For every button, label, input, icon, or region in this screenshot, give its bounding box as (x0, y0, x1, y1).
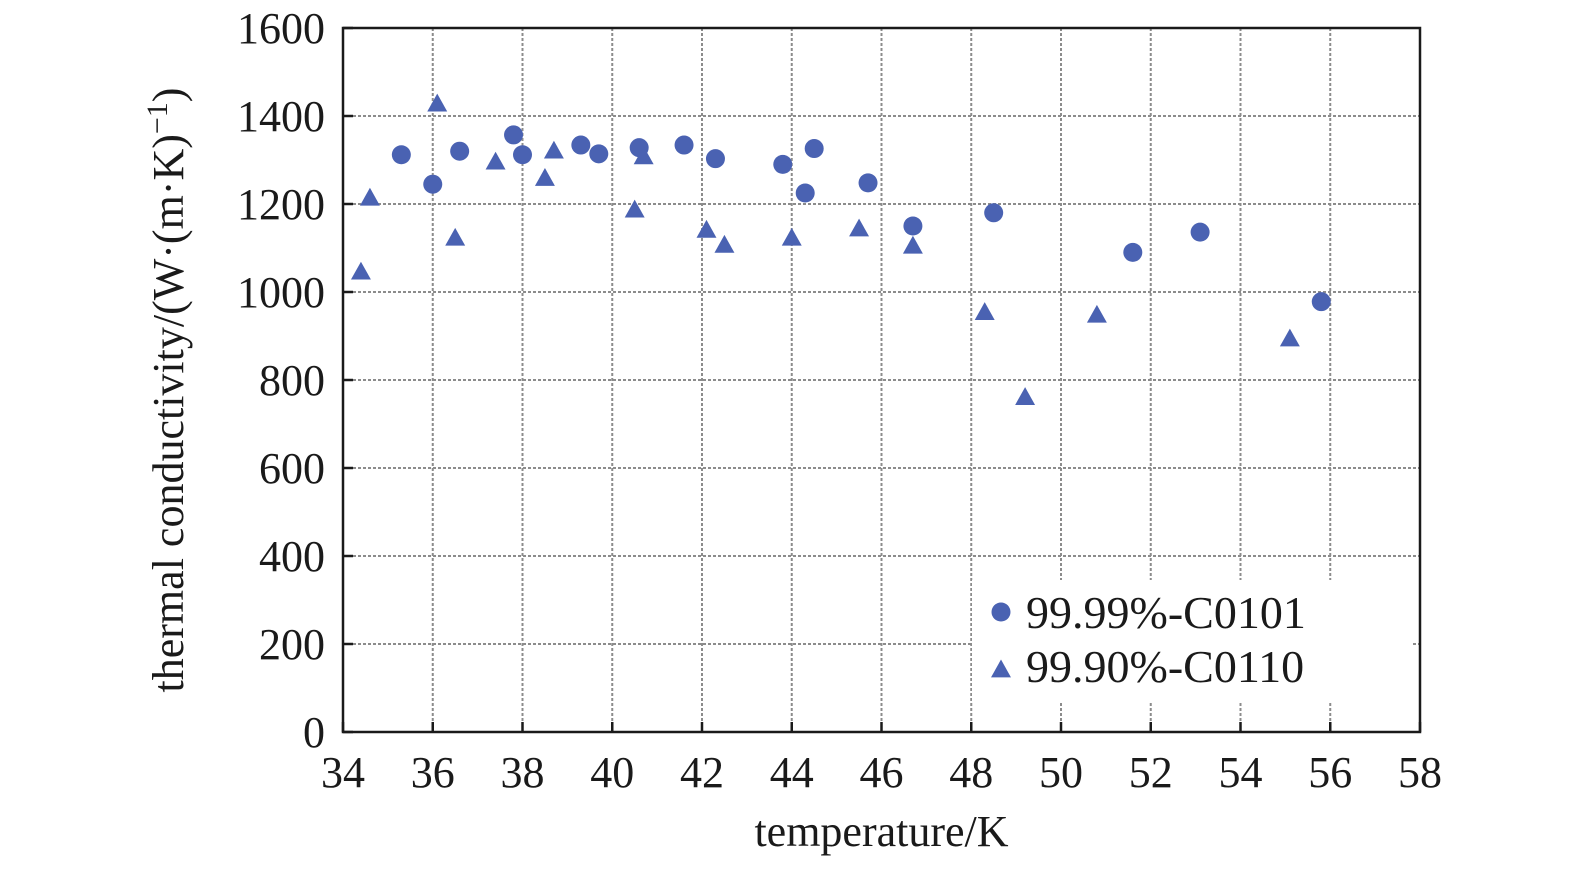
x-axis-title: temperature/K (754, 807, 1008, 856)
x-tick-label: 50 (1039, 748, 1083, 797)
x-tick-label: 56 (1308, 748, 1352, 797)
data-point-triangle (534, 167, 555, 186)
x-tick-label: 40 (590, 748, 634, 797)
legend-marker-circle (991, 602, 1011, 622)
y-tick-label: 1000 (237, 268, 325, 317)
x-tick-label: 44 (770, 748, 814, 797)
data-point-circle (858, 173, 878, 193)
legend-label-series-1: 99.99%-C0101 (1026, 587, 1306, 638)
data-point-circle (674, 135, 694, 155)
y-axis-ticks: 0 200 400 600 800 1000 1200 1400 1600 (237, 4, 353, 757)
data-point-circle (1190, 222, 1210, 242)
y-tick-label: 1600 (237, 4, 325, 53)
x-axis-ticks: 34 36 38 40 42 44 46 48 50 52 54 56 58 (321, 722, 1442, 797)
data-point-triangle (359, 187, 380, 206)
data-point-triangle (350, 261, 371, 280)
data-point-triangle (781, 227, 802, 246)
y-tick-label: 800 (259, 356, 325, 405)
y-axis-title-main: thermal conductivity/(W·(m·K) (144, 134, 193, 692)
y-axis-title-superscript: −1 (141, 102, 174, 134)
x-tick-label: 34 (321, 748, 365, 797)
y-tick-label: 200 (259, 620, 325, 669)
data-point-circle (450, 141, 470, 161)
y-axis-title: thermal conductivity/(W·(m·K)−1) (141, 88, 193, 693)
data-point-triangle (1086, 304, 1107, 323)
data-point-circle (504, 125, 524, 145)
data-point-circle (773, 154, 793, 174)
y-tick-label: 1400 (237, 92, 325, 141)
data-point-circle (589, 144, 609, 164)
data-point-circle (1311, 292, 1331, 312)
y-tick-label: 400 (259, 532, 325, 581)
data-point-circle (423, 174, 443, 194)
data-point-triangle (445, 227, 466, 246)
data-point-triangle (714, 234, 735, 253)
data-point-circle (903, 216, 923, 236)
data-point-circle (513, 145, 532, 165)
data-point-circle (1123, 242, 1143, 262)
data-point-circle (804, 139, 824, 159)
data-point-triangle (902, 235, 923, 254)
y-tick-label: 0 (303, 708, 325, 757)
data-point-circle (571, 135, 591, 155)
data-point-triangle (1279, 328, 1300, 347)
x-tick-label: 58 (1398, 748, 1442, 797)
data-point-circle (984, 203, 1004, 223)
x-tick-label: 54 (1219, 748, 1263, 797)
y-tick-label: 1200 (237, 180, 325, 229)
data-point-triangle (543, 140, 564, 159)
data-point-triangle (624, 199, 645, 218)
x-tick-label: 42 (680, 748, 724, 797)
data-point-circle (705, 149, 725, 169)
data-point-triangle (1015, 387, 1036, 405)
x-tick-label: 52 (1129, 748, 1173, 797)
x-tick-label: 48 (949, 748, 993, 797)
legend-marker-triangle (991, 659, 1011, 678)
legend-background (972, 580, 1412, 702)
legend: 99.99%-C0101 99.90%-C0110 (972, 580, 1412, 702)
x-tick-label: 46 (860, 748, 904, 797)
data-point-triangle (633, 146, 654, 165)
data-point-triangle (974, 302, 995, 321)
data-point-triangle (849, 218, 870, 237)
legend-label-series-2: 99.90%-C0110 (1026, 641, 1304, 692)
data-point-circle (391, 145, 411, 165)
data-markers (350, 93, 1331, 405)
data-point-triangle (427, 93, 448, 112)
x-tick-label: 36 (411, 748, 455, 797)
y-tick-label: 600 (259, 444, 325, 493)
data-point-triangle (696, 219, 717, 238)
y-axis-title-close: ) (144, 88, 193, 103)
data-point-circle (795, 183, 815, 203)
x-tick-label: 38 (501, 748, 545, 797)
data-point-triangle (485, 151, 506, 170)
